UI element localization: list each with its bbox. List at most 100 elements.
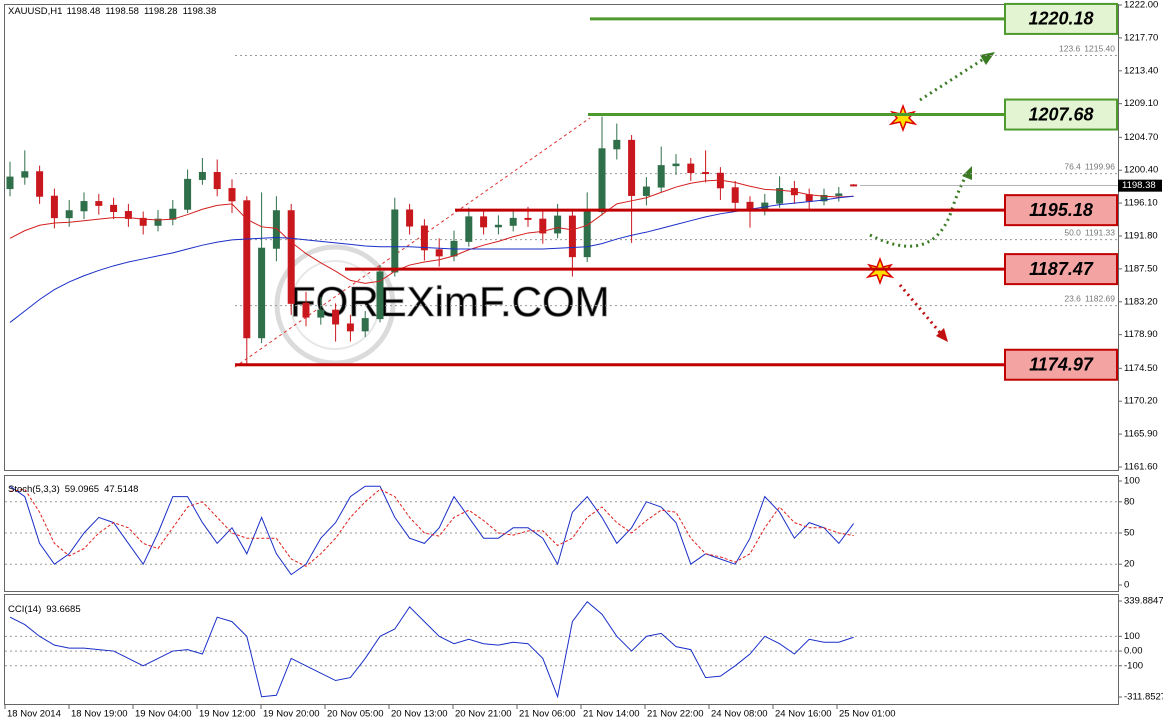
x-tick-label: 24 Nov 16:00 — [775, 709, 832, 720]
candle-body — [258, 247, 266, 339]
y-tick-label: 50 — [1124, 528, 1135, 539]
candle-body — [702, 172, 710, 175]
x-tick-label: 20 Nov 05:00 — [327, 709, 384, 720]
level-box — [1004, 2, 1118, 35]
current-price-box — [1118, 179, 1162, 192]
candle-body — [243, 200, 251, 339]
candle-body — [731, 187, 739, 203]
fib-label: 76.4 1199.96 — [1064, 162, 1115, 172]
y-tick-label: 1165.90 — [1124, 429, 1158, 440]
candle-body — [568, 215, 576, 258]
y-tick-label: 1222.00 — [1124, 0, 1158, 11]
y-tick-label: 1178.90 — [1124, 329, 1158, 340]
x-tick-label: 20 Nov 21:00 — [455, 709, 512, 720]
candle-body — [361, 318, 369, 332]
candle-body — [6, 176, 14, 190]
y-tick-label: 1161.60 — [1124, 462, 1158, 473]
fib-ratio: 123.6 — [1059, 44, 1081, 54]
candle-body — [657, 165, 665, 188]
candle-body — [169, 208, 177, 220]
candle-body — [95, 201, 103, 206]
y-tick-label: 100 — [1124, 476, 1140, 487]
y-tick-label: 1200.40 — [1124, 165, 1158, 176]
indicator-line — [9, 485, 855, 576]
y-tick-label: 100 — [1124, 631, 1140, 642]
cci-panel — [4, 594, 1119, 705]
fib-label: 123.6 1215.40 — [1059, 44, 1115, 54]
candle-body — [21, 171, 29, 178]
candle-body — [376, 271, 384, 320]
x-tick-label: 25 Nov 01:00 — [839, 709, 896, 720]
candle-body — [672, 163, 680, 167]
header-low: 1198.28 — [144, 6, 178, 17]
y-tick-label: 80 — [1124, 496, 1135, 507]
candle-body — [554, 215, 562, 234]
candle-body — [835, 193, 843, 196]
candle-body — [65, 210, 73, 219]
fib-price: 1199.96 — [1085, 162, 1115, 172]
main-panel — [4, 4, 1119, 471]
y-tick-label: 1191.80 — [1124, 231, 1158, 242]
indicator-readout: 93.6685 — [46, 604, 80, 615]
watermark: FOREXimF.COM — [290, 278, 610, 325]
candle-body — [50, 195, 58, 219]
y-tick-label: 20 — [1124, 559, 1135, 570]
header-open: 1198.48 — [67, 6, 101, 17]
indicator-line — [9, 600, 854, 699]
candle-body — [805, 194, 813, 202]
candle-body — [628, 139, 636, 196]
x-tick-label: 20 Nov 13:00 — [391, 709, 448, 720]
indicator-readout: 59.0965 — [65, 484, 99, 495]
candle-body — [598, 148, 606, 213]
candle-body — [613, 139, 621, 150]
indicator-header: CCI(14) 93.6685 — [8, 604, 81, 615]
candle-body — [317, 309, 325, 318]
moving-average — [9, 195, 854, 323]
candle-body — [850, 184, 858, 187]
y-tick-label: 1209.10 — [1124, 98, 1158, 109]
y-tick-label: 1170.20 — [1124, 396, 1158, 407]
candle-body — [776, 188, 784, 204]
candle-body — [184, 178, 192, 210]
candle-body — [494, 224, 502, 228]
candle-body — [80, 201, 88, 212]
candle-body — [435, 249, 443, 257]
fib-label: 50.0 1191.33 — [1064, 228, 1115, 238]
candle-body — [480, 216, 488, 228]
x-tick-label: 24 Nov 08:00 — [711, 709, 768, 720]
breakout-stars — [865, 103, 918, 286]
current-price: 1198.38 — [1122, 180, 1156, 191]
fib-ratio: 76.4 — [1064, 162, 1081, 172]
y-tick-label: 1213.40 — [1124, 65, 1158, 76]
level-label: 1187.47 — [1029, 259, 1094, 279]
candle-body — [509, 217, 517, 226]
x-tick-label: 21 Nov 22:00 — [647, 709, 704, 720]
plot-layer: 1222.00 1217.70 1213.40 1209.10 1204.70 1200.… — [4, 0, 1163, 720]
x-tick-label: 19 Nov 04:00 — [135, 709, 192, 720]
x-tick-label: 19 Nov 20:00 — [263, 709, 320, 720]
fib-label: 23.6 1182.69 — [1064, 294, 1115, 304]
level-box — [1004, 253, 1118, 286]
moving-average — [9, 179, 854, 284]
x-tick-label: 21 Nov 14:00 — [583, 709, 640, 720]
level-label: 1174.97 — [1029, 354, 1094, 374]
candle-body — [139, 217, 147, 226]
candle-body — [583, 211, 591, 258]
indicator-name: CCI(14) — [8, 604, 41, 615]
y-tick-label: 1217.70 — [1124, 32, 1158, 43]
level-label: 1195.18 — [1029, 200, 1093, 220]
y-tick-label: 0 — [1124, 580, 1129, 591]
indicator-line — [9, 488, 854, 567]
candle-body — [36, 171, 44, 197]
indicator-readout: 47.5148 — [104, 484, 138, 495]
fib-ratio: 23.6 — [1064, 294, 1081, 304]
fib-trendline — [234, 117, 591, 368]
header-high: 1198.58 — [105, 6, 139, 17]
level-box — [1004, 98, 1118, 131]
fib-price: 1191.33 — [1085, 228, 1115, 238]
y-tick-label: 1187.50 — [1124, 263, 1158, 274]
header-close: 1198.38 — [183, 6, 217, 17]
